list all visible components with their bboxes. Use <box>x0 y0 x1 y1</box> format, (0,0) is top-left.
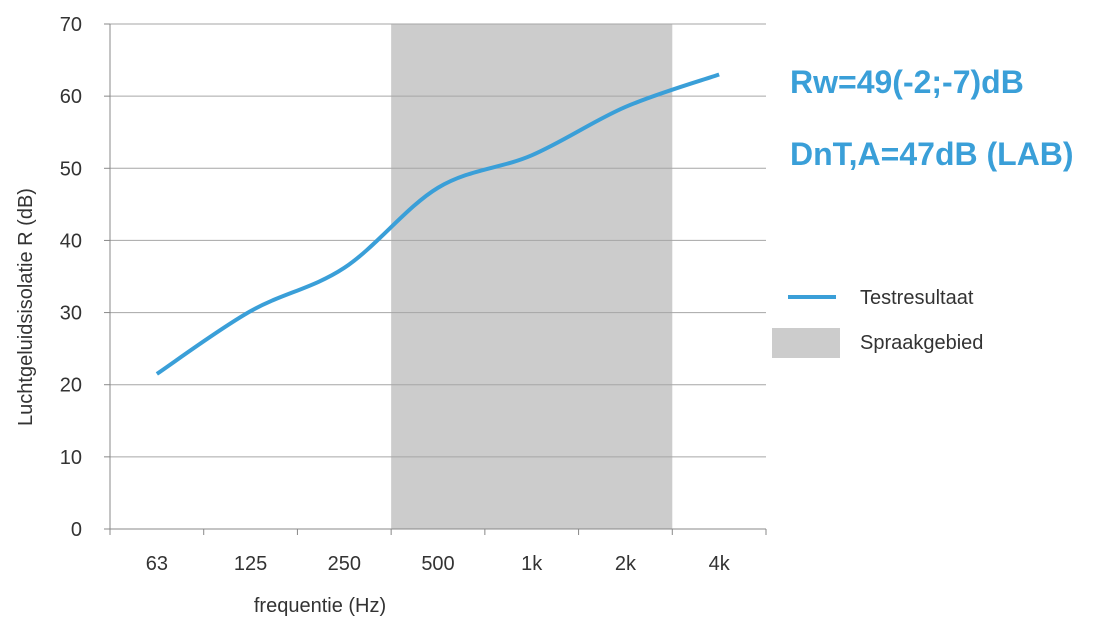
legend: Testresultaat Spraakgebied <box>772 287 983 358</box>
y-axis-title: Luchtgeluidsisolatie R (dB) <box>15 188 37 426</box>
axis-layer <box>104 23 767 535</box>
x-axis-title: frequentie (Hz) <box>254 595 386 617</box>
series-layer <box>155 72 720 376</box>
y-tick-label: 0 <box>71 519 82 541</box>
annotation-dnta: DnT,A=47dB (LAB) <box>790 136 1074 172</box>
annotation-rw: Rw=49(-2;-7)dB <box>790 64 1024 100</box>
legend-band-swatch <box>772 328 840 358</box>
x-tick-label: 250 <box>328 553 361 575</box>
y-tick-label: 70 <box>60 14 82 36</box>
legend-band-label: Spraakgebied <box>860 332 983 354</box>
label-layer: 0 10 20 30 40 50 60 70 63 125 250 500 1k 2k 4k <box>60 14 731 575</box>
y-tick-label: 40 <box>60 230 82 252</box>
series-line <box>155 72 720 376</box>
x-tick-label: 63 <box>146 553 168 575</box>
band-layer <box>391 24 673 529</box>
x-tick-label: 125 <box>234 553 267 575</box>
y-tick-label: 20 <box>60 375 82 397</box>
x-tick-label: 1k <box>521 553 543 575</box>
y-tick-label: 50 <box>60 158 82 180</box>
legend-series-label: Testresultaat <box>860 287 974 309</box>
speech-band <box>391 24 673 529</box>
x-tick-label: 2k <box>615 553 637 575</box>
x-tick-label: 500 <box>421 553 454 575</box>
y-tick-label: 10 <box>60 447 82 469</box>
x-tick-label: 4k <box>709 553 731 575</box>
y-tick-label: 30 <box>60 303 82 325</box>
y-tick-label: 60 <box>60 86 82 108</box>
